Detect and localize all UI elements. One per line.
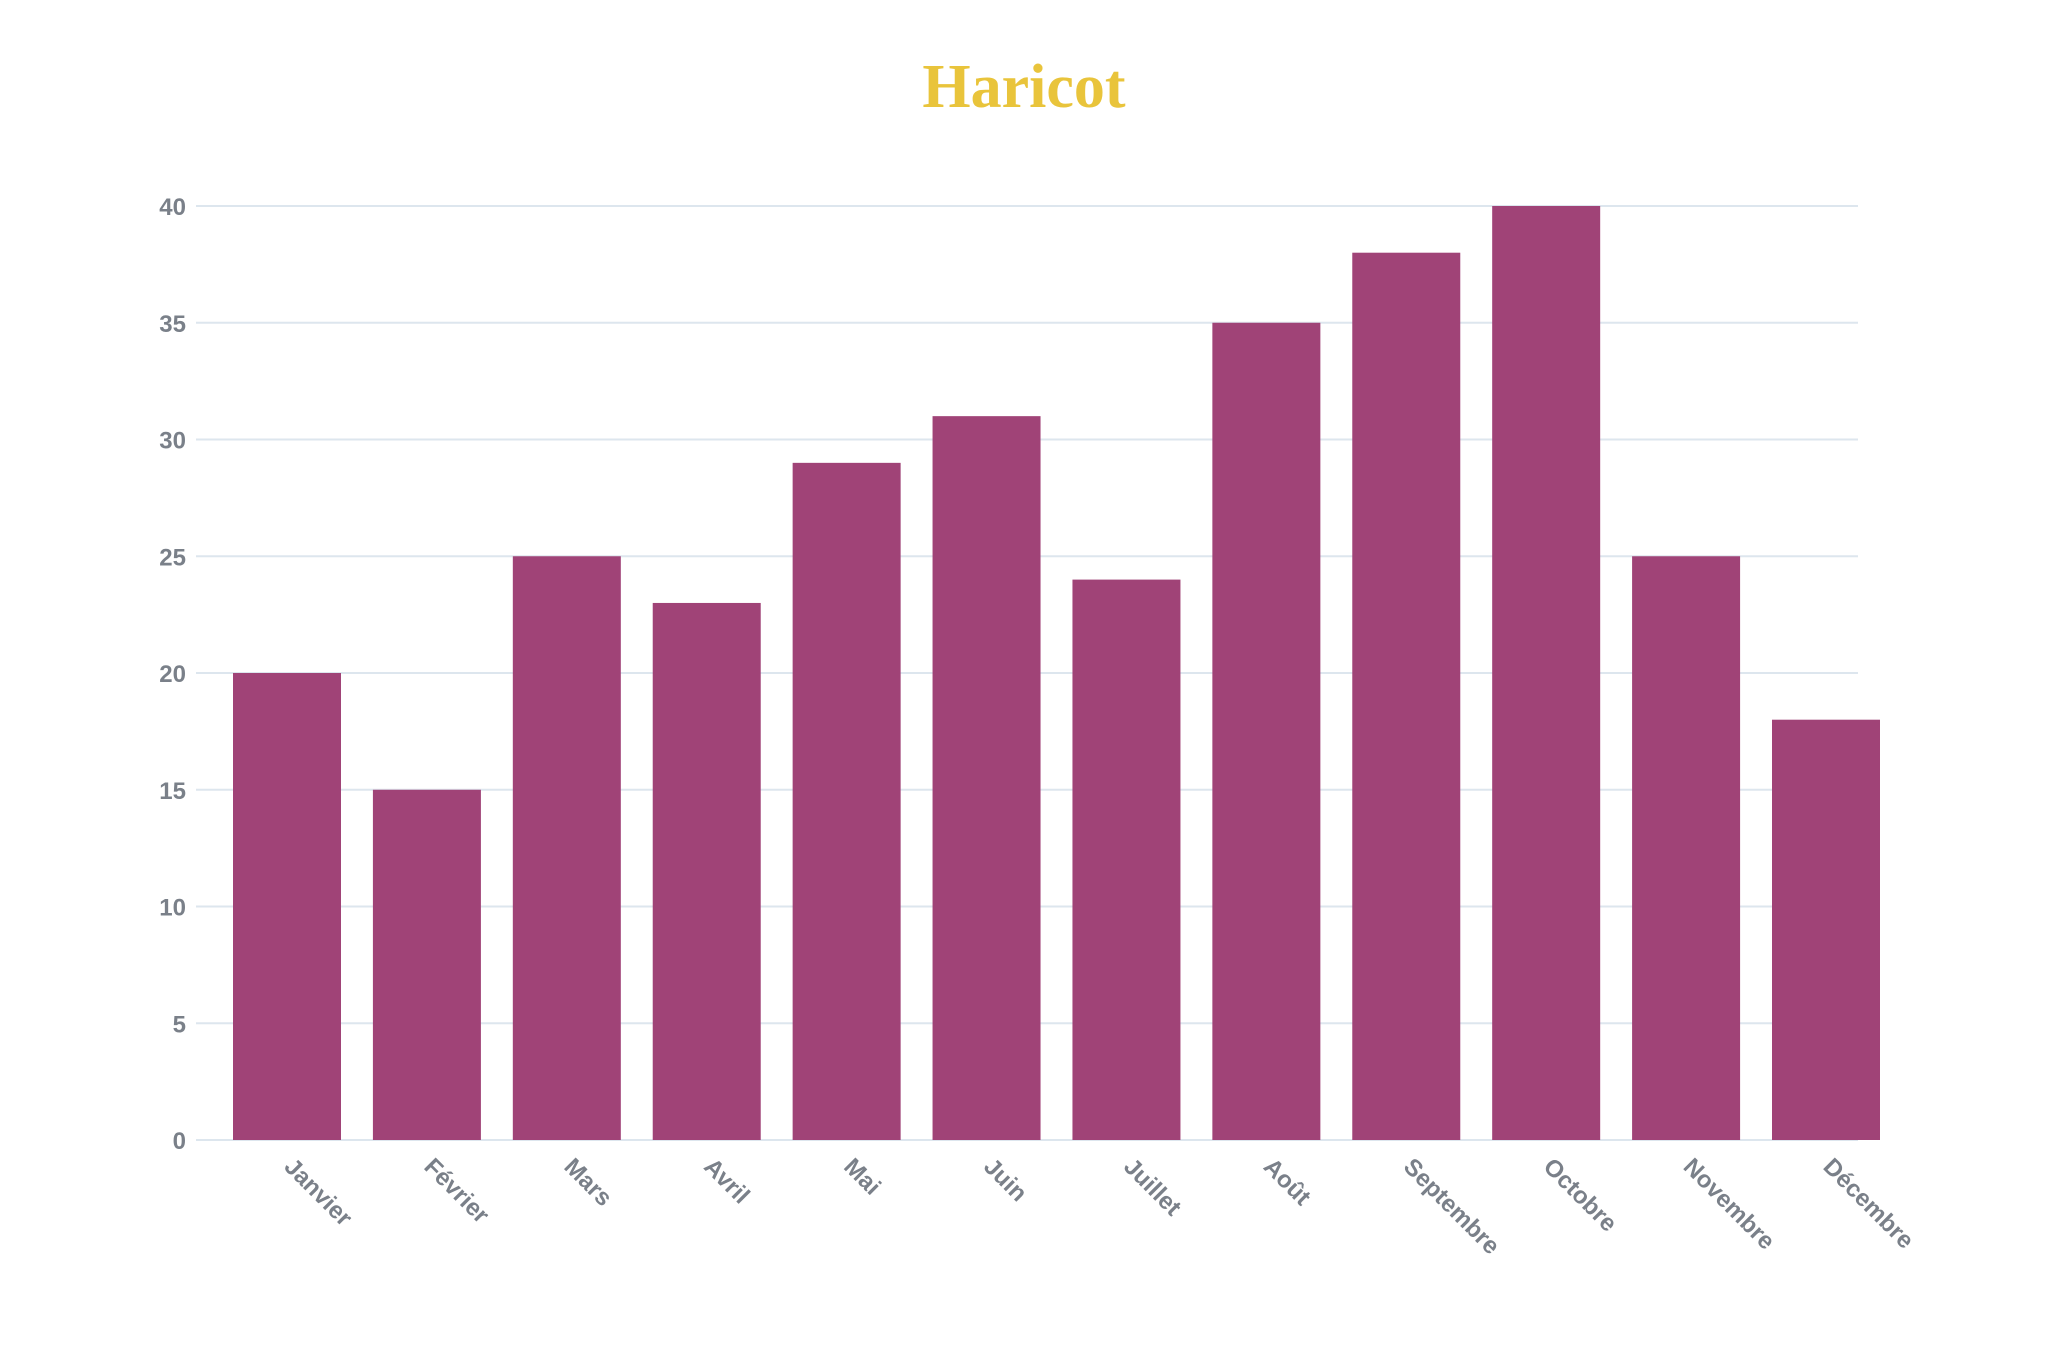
bar-juillet xyxy=(1072,579,1181,1140)
bar-août xyxy=(1212,322,1321,1140)
y-tick-label: 0 xyxy=(173,1128,186,1155)
bar-septembre xyxy=(1352,252,1461,1140)
y-tick-label: 5 xyxy=(173,1011,186,1038)
bar-mars xyxy=(512,556,621,1140)
y-tick-label: 15 xyxy=(159,778,186,805)
bar-février xyxy=(372,789,481,1140)
x-tick-label: Février xyxy=(419,1153,495,1229)
x-tick-label: Juillet xyxy=(1118,1153,1186,1221)
y-tick-label: 10 xyxy=(159,895,186,922)
x-tick-label: Mars xyxy=(559,1153,618,1212)
y-axis-ticks: 0 5 10 15 20 25 30 35 40 xyxy=(159,194,186,1155)
x-axis-labels: Janvier Février Mars Avril Mai Juin Juillet Aoû… xyxy=(279,1153,1919,1260)
bar-juin xyxy=(932,416,1041,1140)
bar-octobre xyxy=(1492,206,1601,1140)
bar-décembre xyxy=(1772,719,1880,1140)
y-tick-label: 20 xyxy=(159,661,186,688)
x-tick-label: Octobre xyxy=(1538,1153,1622,1237)
x-tick-label: Décembre xyxy=(1818,1153,1919,1254)
y-tick-label: 25 xyxy=(159,544,186,571)
x-tick-label: Avril xyxy=(698,1153,754,1209)
y-tick-label: 30 xyxy=(159,428,186,455)
bars xyxy=(233,206,1880,1141)
x-tick-label: Juin xyxy=(978,1153,1032,1207)
x-tick-label: Novembre xyxy=(1678,1153,1780,1255)
x-tick-label: Mai xyxy=(838,1153,885,1200)
chart-title: Haricot xyxy=(922,53,1126,121)
y-tick-label: 40 xyxy=(159,194,186,221)
y-tick-label: 35 xyxy=(159,311,186,338)
bar-mai xyxy=(792,462,901,1141)
bar-avril xyxy=(652,602,761,1140)
bar-janvier xyxy=(233,673,341,1140)
x-tick-label: Septembre xyxy=(1398,1153,1505,1260)
x-tick-label: Août xyxy=(1258,1153,1316,1211)
bar-novembre xyxy=(1632,556,1741,1140)
x-tick-label: Janvier xyxy=(279,1153,358,1232)
